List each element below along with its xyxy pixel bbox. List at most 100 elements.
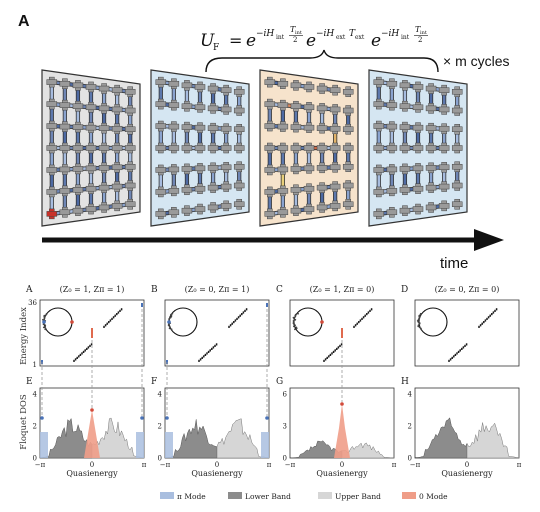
dos-tick: 4 bbox=[33, 391, 38, 399]
x-tick: π bbox=[267, 461, 272, 469]
panel-label-dos: F bbox=[151, 377, 157, 387]
formula-frac2-num: T bbox=[415, 25, 421, 34]
lattice-panel-internal-1 bbox=[150, 69, 250, 227]
unit-circle bbox=[43, 307, 73, 337]
eigen-dot bbox=[294, 315, 297, 318]
panel-title: (Z₀ = 1, Zπ = 0) bbox=[310, 285, 375, 294]
eigen-dot bbox=[417, 321, 420, 323]
legend-swatch bbox=[318, 492, 332, 499]
dos-tick: 2 bbox=[158, 423, 162, 431]
dos-tick: 0 bbox=[283, 455, 287, 463]
lattice-panel-initial bbox=[41, 69, 141, 227]
time-arrow bbox=[42, 229, 504, 251]
formula-exp1: −iH bbox=[256, 29, 274, 39]
pi-mode-peak bbox=[265, 416, 269, 420]
energy-axis-label: Energy Index bbox=[19, 307, 29, 365]
lower-band-area bbox=[289, 440, 343, 459]
dos-tick: 3 bbox=[283, 423, 287, 431]
panel-label-dos: G bbox=[276, 377, 283, 387]
panel-label-spectrum: D bbox=[401, 285, 408, 295]
legend-item: Lower Band bbox=[228, 492, 291, 501]
formula-exp3-sub: int bbox=[401, 34, 410, 41]
eigen-dot bbox=[171, 312, 174, 315]
pi-mode-peak bbox=[140, 416, 144, 420]
legend: π Mode Lower Band Upper Band 0 Mode bbox=[160, 492, 448, 501]
spectrum-frame bbox=[414, 299, 520, 367]
eigen-dot bbox=[169, 316, 172, 319]
eigen-dot bbox=[420, 328, 423, 331]
eigen-dot bbox=[44, 328, 47, 331]
x-axis-label: Quasienergy bbox=[441, 469, 493, 478]
floquet-formula: U F = e −iH int T int 2 e −iH ext T ext … bbox=[200, 25, 428, 53]
eigen-dot bbox=[293, 317, 296, 320]
formula-frac2-den: 2 bbox=[418, 36, 422, 44]
dos-tick: 2 bbox=[33, 423, 37, 431]
formula-e2: e bbox=[306, 31, 316, 51]
formula-frac2-num-sub: int bbox=[420, 30, 427, 36]
panel-label-spectrum: A bbox=[25, 285, 33, 295]
x-tick: −π bbox=[160, 461, 171, 469]
zero-mode-dot bbox=[320, 320, 324, 324]
legend-label: 0 Mode bbox=[419, 492, 448, 501]
legend-swatch bbox=[160, 492, 174, 499]
zero-mode-peak bbox=[340, 402, 344, 406]
unit-circle bbox=[168, 307, 198, 337]
eigen-dot bbox=[170, 328, 173, 331]
x-tick: −π bbox=[410, 461, 421, 469]
panel-label-top: A bbox=[18, 13, 30, 30]
dos-tick: 6 bbox=[283, 391, 288, 399]
dos-tick: 0 bbox=[408, 455, 412, 463]
panel-title: (Z₀ = 0, Zπ = 0) bbox=[435, 285, 500, 294]
formula-lhs-sub: F bbox=[213, 43, 219, 53]
zero-mode-area bbox=[84, 410, 100, 458]
formula-frac-num: T bbox=[290, 25, 296, 34]
lattice-panel-external bbox=[259, 69, 359, 227]
x-tick: −π bbox=[285, 461, 296, 469]
panel-label-dos: H bbox=[401, 377, 409, 387]
zero-mode-dot bbox=[70, 320, 74, 324]
unit-circle bbox=[293, 307, 323, 337]
cycles-label: × m cycles bbox=[443, 53, 510, 69]
panel-title: (Z₀ = 0, Zπ = 1) bbox=[185, 285, 250, 294]
pi-mode-area bbox=[136, 432, 144, 458]
zero-mode-area bbox=[334, 404, 350, 458]
eigen-dot bbox=[294, 324, 297, 327]
zero-mode-peak bbox=[90, 408, 94, 412]
legend-label: Upper Band bbox=[335, 492, 381, 501]
formula-exp1-sub: int bbox=[276, 34, 285, 41]
eigen-dot bbox=[417, 325, 420, 328]
x-axis-label: Quasienergy bbox=[316, 469, 368, 478]
legend-item: Upper Band bbox=[318, 492, 381, 501]
legend-swatch bbox=[228, 492, 242, 499]
x-tick: 0 bbox=[215, 461, 219, 469]
x-tick: 0 bbox=[90, 461, 94, 469]
dos-tick: 2 bbox=[408, 423, 412, 431]
eigen-dot bbox=[43, 317, 46, 320]
formula-e3: e bbox=[371, 31, 381, 51]
upper-band-area bbox=[466, 422, 520, 459]
eigen-dot bbox=[45, 313, 48, 316]
dos-axis-label: Floquet DOS bbox=[19, 394, 29, 450]
unit-circle bbox=[418, 307, 448, 337]
energy-tick-bottom: 1 bbox=[33, 361, 37, 369]
formula-exp2-t: T bbox=[349, 29, 356, 39]
formula-exp3: −iH bbox=[381, 29, 399, 39]
pi-mode-peak bbox=[165, 416, 169, 420]
spectrum-frame bbox=[164, 299, 270, 367]
formula-e1: e bbox=[246, 31, 256, 51]
legend-label: Lower Band bbox=[245, 492, 291, 501]
eigen-dot bbox=[42, 318, 44, 321]
formula-exp2-t-sub: ext bbox=[355, 34, 365, 41]
formula-lhs: U bbox=[200, 31, 215, 51]
formula-eq: = bbox=[229, 31, 242, 50]
upper-band-area bbox=[341, 442, 395, 459]
x-tick: 0 bbox=[465, 461, 469, 469]
energy-tick-top: 36 bbox=[28, 299, 37, 307]
panel-label-spectrum: B bbox=[151, 285, 158, 295]
dos-tick: 4 bbox=[408, 391, 413, 399]
formula-exp2-sub: ext bbox=[336, 34, 346, 41]
